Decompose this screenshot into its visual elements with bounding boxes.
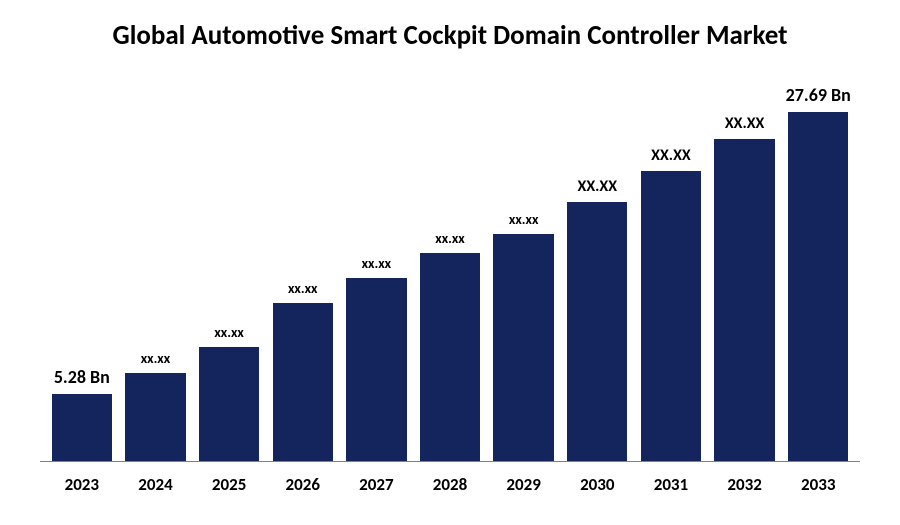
bar-value-label: xx.xx (509, 211, 538, 228)
bar-value-label: 27.69 Bn (786, 84, 851, 106)
x-axis-label: 2028 (413, 474, 487, 495)
x-axis-label: 2024 (119, 474, 193, 495)
x-axis-label: 2030 (560, 474, 634, 495)
bar (52, 394, 112, 461)
bar-value-label: xx.xx (362, 255, 391, 272)
bar (199, 347, 259, 461)
bar-value-label: XX.XX (651, 146, 691, 165)
x-axis-label: 2025 (192, 474, 266, 495)
bar-group: xx.xx (119, 82, 193, 461)
x-axis-label: 2027 (340, 474, 414, 495)
x-axis: 2023202420252026202720282029203020312032… (40, 474, 860, 495)
x-axis-label: 2026 (266, 474, 340, 495)
plot-area: 5.28 Bn xx.xx xx.xx xx.xx xx.xx xx.xx xx.xx XX.… (40, 82, 860, 462)
bar (125, 373, 185, 461)
bar (346, 278, 406, 461)
bar (641, 171, 701, 461)
bar (420, 253, 480, 461)
chart-title: Global Automotive Smart Cockpit Domain C… (40, 20, 860, 52)
bar (493, 234, 553, 461)
x-axis-label: 2031 (634, 474, 708, 495)
bar (788, 112, 848, 461)
bar (714, 139, 774, 461)
bar-group: 27.69 Bn (781, 82, 855, 461)
bar-group: XX.XX (708, 82, 782, 461)
bar-value-label: xx.xx (435, 230, 464, 247)
bar-value-label: XX.XX (725, 114, 765, 133)
chart-container: Global Automotive Smart Cockpit Domain C… (0, 0, 900, 525)
bar-group: xx.xx (192, 82, 266, 461)
x-axis-label: 2023 (45, 474, 119, 495)
bar-value-label: xx.xx (141, 350, 170, 367)
bar-value-label: xx.xx (214, 324, 243, 341)
bar-group: 5.28 Bn (45, 82, 119, 461)
bar (273, 303, 333, 461)
bar-value-label: xx.xx (288, 280, 317, 297)
bar-value-label: 5.28 Bn (54, 366, 110, 388)
bar-group: xx.xx (340, 82, 414, 461)
bar-group: XX.XX (560, 82, 634, 461)
bar-value-label: XX.XX (578, 177, 618, 196)
x-axis-label: 2029 (487, 474, 561, 495)
bar (567, 202, 627, 461)
x-axis-label: 2032 (708, 474, 782, 495)
bar-group: xx.xx (487, 82, 561, 461)
x-axis-label: 2033 (781, 474, 855, 495)
bar-group: xx.xx (413, 82, 487, 461)
bar-group: xx.xx (266, 82, 340, 461)
bar-group: XX.XX (634, 82, 708, 461)
